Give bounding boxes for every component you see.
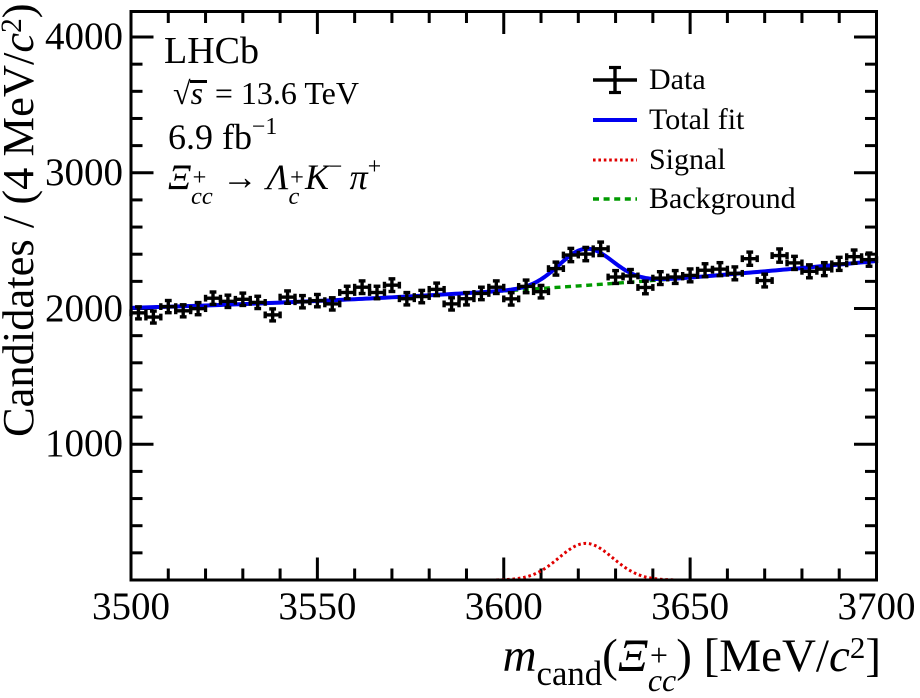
data-point	[367, 284, 387, 301]
data-point	[323, 296, 342, 312]
data-point	[830, 255, 849, 273]
plot-frame	[129, 10, 878, 582]
data-point	[591, 240, 610, 258]
data-point	[502, 290, 521, 307]
data-point	[144, 309, 163, 325]
data-point	[770, 247, 789, 264]
data-point	[338, 284, 357, 301]
data-point	[278, 289, 297, 306]
data-point	[725, 265, 745, 282]
data-point	[755, 272, 774, 289]
data-point	[248, 294, 267, 311]
data-point	[188, 300, 208, 317]
data-point	[621, 267, 640, 285]
data-point	[263, 307, 282, 323]
data-point	[531, 283, 551, 300]
data-point	[606, 268, 625, 286]
data-point	[427, 281, 446, 298]
data-point	[710, 260, 730, 278]
data-point	[815, 260, 834, 278]
data-point	[546, 260, 566, 277]
data-point	[472, 285, 491, 302]
data-point	[516, 278, 536, 295]
data-point	[487, 279, 506, 296]
signal-curve	[496, 541, 676, 582]
data-point	[740, 250, 759, 267]
data-point	[412, 288, 431, 305]
data-point	[844, 248, 864, 265]
data-point	[785, 254, 804, 272]
data-point	[636, 279, 655, 296]
data-point	[382, 277, 402, 294]
